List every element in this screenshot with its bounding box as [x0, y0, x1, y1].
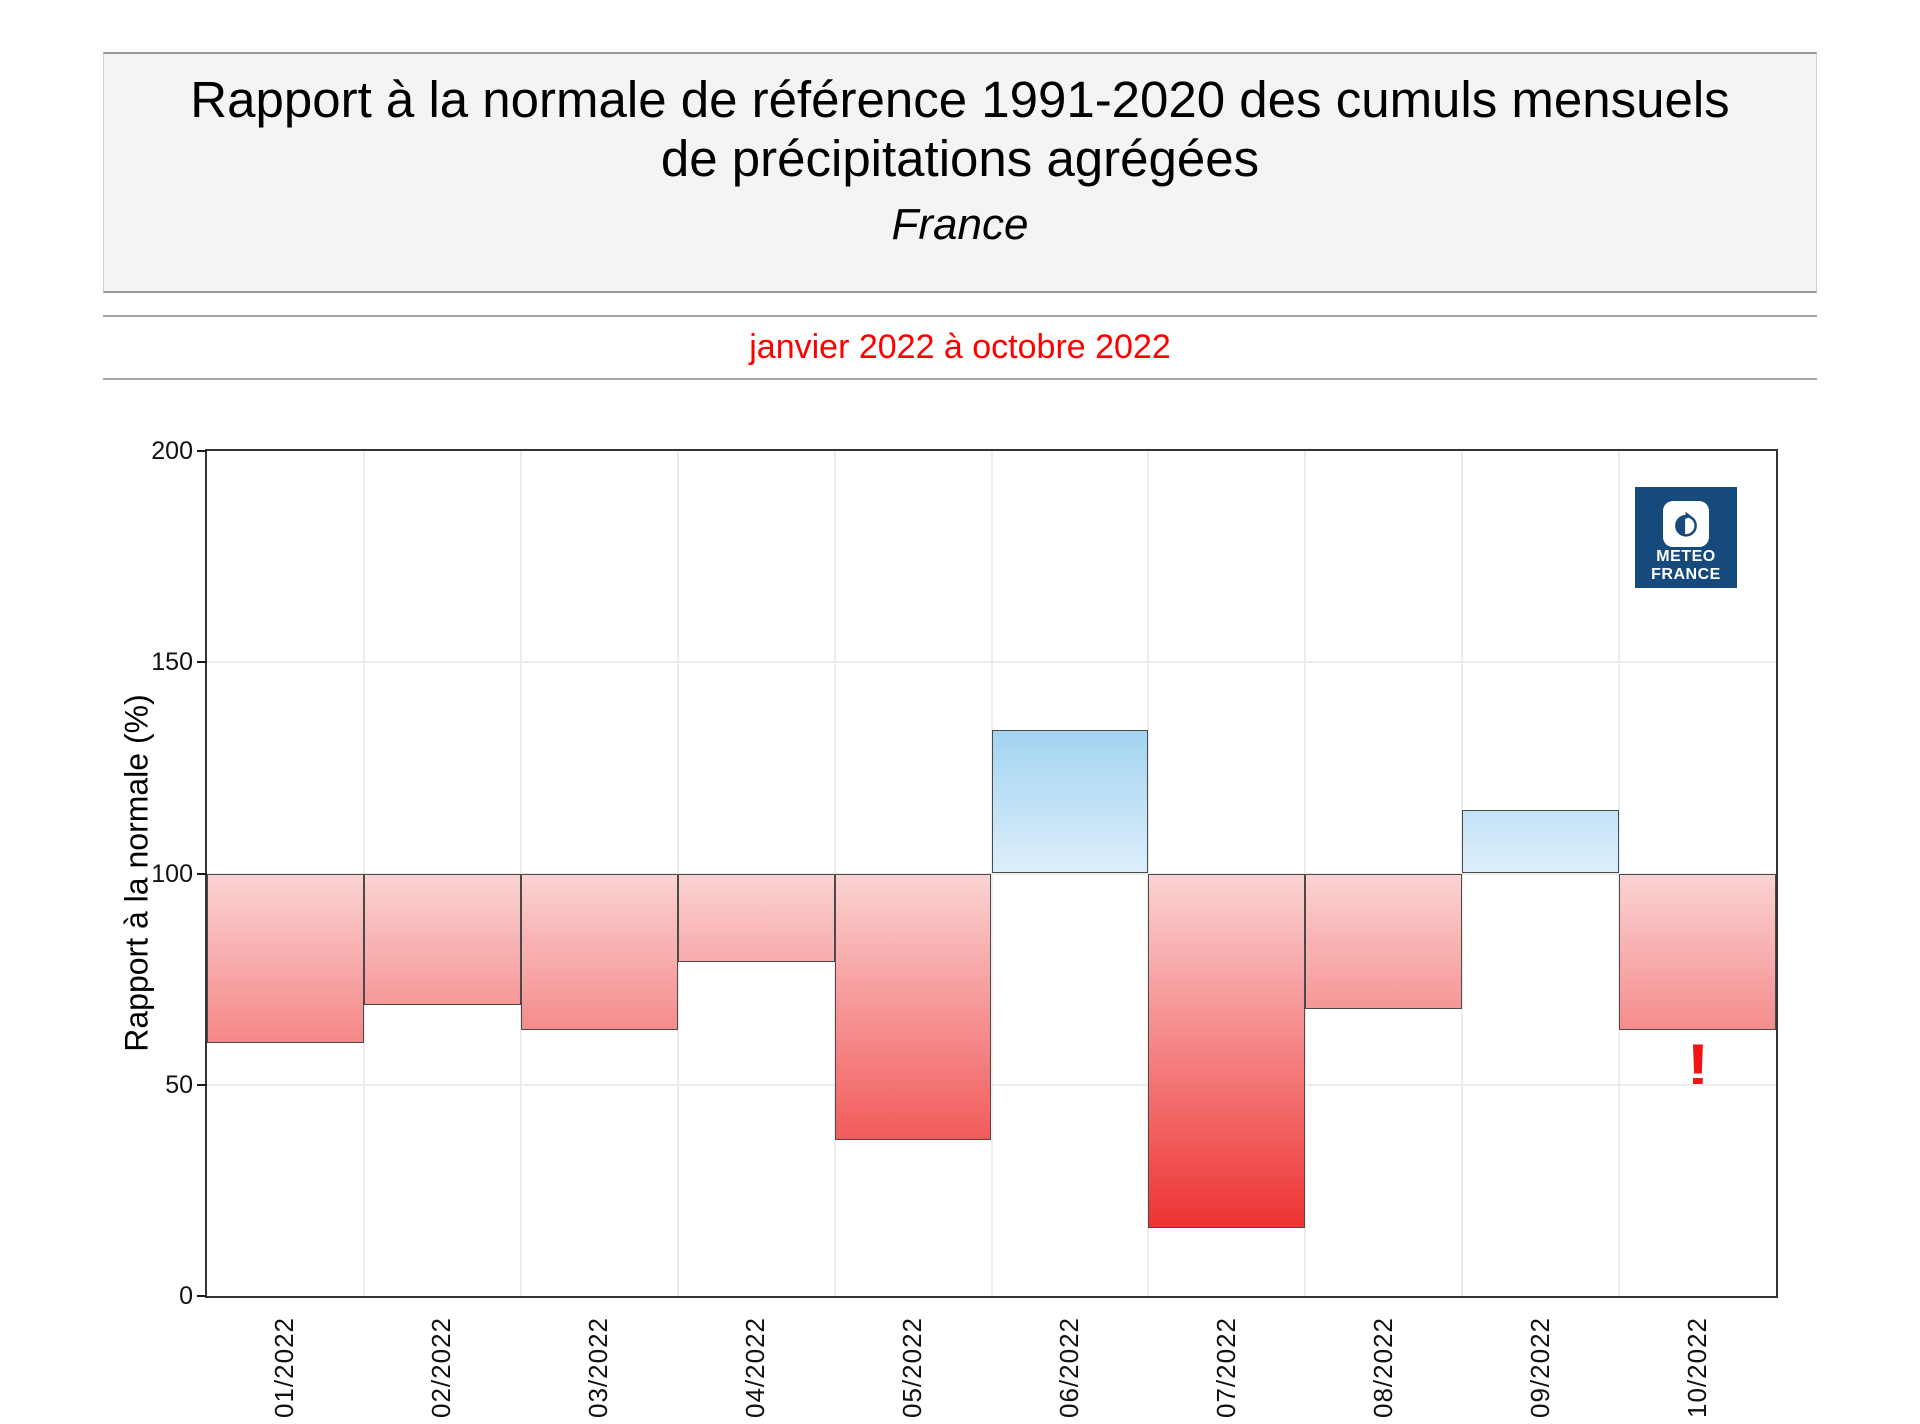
y-tick-label-0: 0 — [179, 1282, 193, 1310]
page-title-line2: de précipitations agrégées — [660, 130, 1260, 187]
x-tick-label-06/2022: 06/2022 — [1054, 1317, 1084, 1418]
y-tick-label-200: 200 — [151, 437, 193, 465]
meteo-france-icon — [1663, 501, 1709, 547]
bar-05/2022 — [834, 873, 992, 1140]
x-tick-label-04/2022: 04/2022 — [740, 1317, 771, 1418]
y-tick-label-150: 150 — [151, 648, 193, 677]
x-tick-label-09/2022: 09/2022 — [1524, 1317, 1555, 1418]
x-tick-label-08/2022: 08/2022 — [1367, 1317, 1398, 1418]
bar-09/2022 — [1462, 810, 1620, 874]
alert-exclamation-icon: ! — [1686, 1031, 1709, 1099]
meteo-france-symbol — [1675, 511, 1697, 537]
x-tick-label-07/2022: 07/2022 — [1210, 1317, 1241, 1418]
y-tick-label-50: 50 — [165, 1070, 193, 1099]
x-tick-label-05/2022: 05/2022 — [897, 1317, 928, 1418]
logo-text-line1: METEO — [1656, 548, 1716, 565]
bar-10/2022 — [1619, 873, 1776, 1030]
y-tick-mark-0 — [197, 1295, 207, 1297]
bar-08/2022 — [1305, 873, 1463, 1009]
region-subtitle: France — [891, 200, 1029, 249]
bar-03/2022 — [520, 873, 678, 1030]
logo-text-line2: FRANCE — [1651, 566, 1721, 583]
y-tick-mark-200 — [197, 450, 207, 452]
gridline-v-5 — [990, 451, 993, 1296]
bar-01/2022 — [207, 873, 364, 1043]
y-tick-mark-50 — [197, 1083, 207, 1086]
bar-02/2022 — [363, 873, 521, 1005]
divider-top — [103, 315, 1817, 317]
x-tick-label-01/2022: 01/2022 — [269, 1317, 300, 1418]
x-tick-label-02/2022: 02/2022 — [426, 1317, 457, 1418]
plot-area: METEO FRANCE ! — [205, 449, 1778, 1298]
divider-bottom — [103, 378, 1817, 380]
header-box: Rapport à la normale de référence 1991-2… — [103, 52, 1817, 293]
meteo-france-logo: METEO FRANCE — [1635, 487, 1737, 588]
bar-04/2022 — [677, 873, 835, 963]
y-tick-mark-100 — [197, 872, 207, 875]
period-subtitle: janvier 2022 à octobre 2022 — [749, 328, 1171, 366]
page-title-line1: Rapport à la normale de référence 1991-2… — [190, 71, 1730, 128]
gridline-v-8 — [1461, 451, 1464, 1296]
bar-06/2022 — [991, 729, 1149, 874]
y-tick-mark-150 — [197, 661, 207, 664]
x-tick-label-10/2022: 10/2022 — [1681, 1317, 1712, 1418]
y-tick-label-100: 100 — [151, 859, 193, 888]
x-tick-label-03/2022: 03/2022 — [583, 1317, 614, 1418]
bar-07/2022 — [1148, 873, 1306, 1229]
